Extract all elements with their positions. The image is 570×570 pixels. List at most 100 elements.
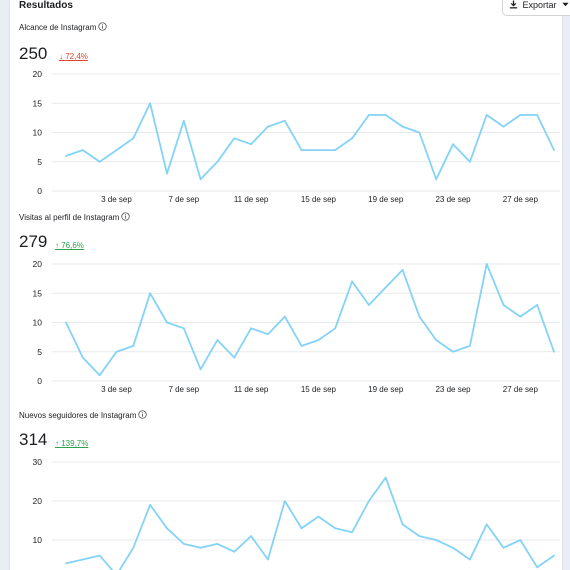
data-point[interactable]: [401, 125, 404, 128]
data-point[interactable]: [199, 178, 202, 181]
data-point[interactable]: [65, 321, 67, 324]
data-point[interactable]: [452, 546, 454, 549]
page-title: Resultados: [19, 0, 73, 11]
data-point[interactable]: [81, 149, 84, 151]
data-point[interactable]: [536, 304, 539, 306]
info-icon[interactable]: [121, 212, 131, 221]
data-point[interactable]: [468, 558, 471, 561]
data-point[interactable]: [351, 137, 353, 140]
data-point[interactable]: [115, 149, 118, 151]
data-point[interactable]: [132, 137, 135, 140]
data-point[interactable]: [485, 114, 488, 116]
data-point[interactable]: [502, 304, 505, 306]
data-point[interactable]: [536, 114, 539, 116]
data-point[interactable]: [334, 327, 337, 330]
data-point[interactable]: [132, 345, 135, 347]
data-point[interactable]: [233, 550, 236, 553]
data-point[interactable]: [317, 149, 320, 151]
data-point[interactable]: [283, 119, 286, 122]
data-point[interactable]: [233, 356, 236, 359]
data-point[interactable]: [300, 527, 303, 530]
data-point[interactable]: [367, 500, 370, 502]
data-point[interactable]: [250, 143, 253, 146]
data-point[interactable]: [250, 535, 253, 537]
arrow-up-icon: ↑: [55, 241, 59, 250]
data-point[interactable]: [317, 339, 320, 341]
data-point[interactable]: [283, 315, 286, 318]
data-point[interactable]: [98, 554, 101, 557]
data-point[interactable]: [166, 527, 168, 530]
data-point[interactable]: [502, 125, 505, 128]
data-point[interactable]: [485, 263, 488, 265]
data-point[interactable]: [519, 114, 522, 116]
data-point[interactable]: [519, 315, 522, 318]
data-point[interactable]: [317, 515, 320, 518]
data-point[interactable]: [250, 327, 253, 330]
data-point[interactable]: [418, 315, 421, 318]
data-point[interactable]: [149, 292, 152, 295]
data-point[interactable]: [452, 350, 454, 353]
series-line: [65, 263, 555, 377]
data-point[interactable]: [502, 546, 505, 549]
data-point[interactable]: [199, 368, 202, 371]
export-button[interactable]: Exportar: [502, 0, 570, 16]
data-point[interactable]: [132, 546, 135, 549]
data-point[interactable]: [367, 304, 370, 306]
data-point[interactable]: [65, 155, 67, 157]
data-point[interactable]: [435, 539, 438, 541]
data-point[interactable]: [233, 137, 236, 140]
data-point[interactable]: [418, 535, 421, 537]
data-point[interactable]: [553, 149, 555, 151]
data-point[interactable]: [401, 268, 404, 271]
data-point[interactable]: [166, 172, 168, 175]
data-point[interactable]: [367, 114, 370, 116]
data-point[interactable]: [182, 543, 185, 545]
data-point[interactable]: [182, 327, 185, 330]
data-point[interactable]: [166, 321, 168, 324]
data-point[interactable]: [553, 350, 555, 353]
data-point[interactable]: [334, 149, 337, 151]
data-point[interactable]: [519, 539, 522, 541]
data-point[interactable]: [182, 119, 185, 122]
data-point[interactable]: [418, 131, 421, 134]
data-point[interactable]: [452, 143, 454, 146]
data-point[interactable]: [98, 160, 101, 163]
x-tick-label: 19 de sep: [368, 385, 404, 394]
data-point[interactable]: [267, 125, 269, 128]
data-point[interactable]: [267, 558, 269, 561]
data-point[interactable]: [334, 527, 337, 530]
data-point[interactable]: [216, 339, 219, 341]
data-point[interactable]: [435, 339, 438, 341]
data-point[interactable]: [553, 554, 555, 557]
info-icon[interactable]: [138, 410, 148, 419]
data-point[interactable]: [283, 500, 286, 502]
data-point[interactable]: [351, 531, 353, 534]
data-point[interactable]: [98, 374, 101, 377]
results-card: [10, 0, 562, 570]
data-point[interactable]: [401, 523, 404, 526]
data-point[interactable]: [351, 280, 353, 283]
x-tick-label: 27 de sep: [503, 385, 539, 394]
data-point[interactable]: [199, 546, 202, 549]
data-point[interactable]: [300, 345, 303, 347]
x-tick-label: 19 de sep: [368, 195, 404, 204]
data-point[interactable]: [536, 566, 539, 569]
data-point[interactable]: [300, 149, 303, 151]
data-point[interactable]: [384, 476, 387, 479]
data-point[interactable]: [65, 562, 67, 565]
data-point[interactable]: [81, 558, 84, 561]
data-point[interactable]: [149, 504, 152, 506]
info-icon[interactable]: [98, 22, 108, 31]
data-point[interactable]: [216, 160, 219, 163]
data-point[interactable]: [149, 102, 152, 105]
data-point[interactable]: [267, 333, 269, 336]
data-point[interactable]: [384, 114, 387, 116]
data-point[interactable]: [435, 178, 438, 181]
data-point[interactable]: [384, 286, 387, 289]
data-point[interactable]: [216, 543, 219, 545]
data-point[interactable]: [115, 350, 118, 353]
data-point[interactable]: [81, 356, 84, 359]
data-point[interactable]: [485, 523, 488, 526]
data-point[interactable]: [468, 345, 471, 347]
data-point[interactable]: [468, 160, 471, 163]
